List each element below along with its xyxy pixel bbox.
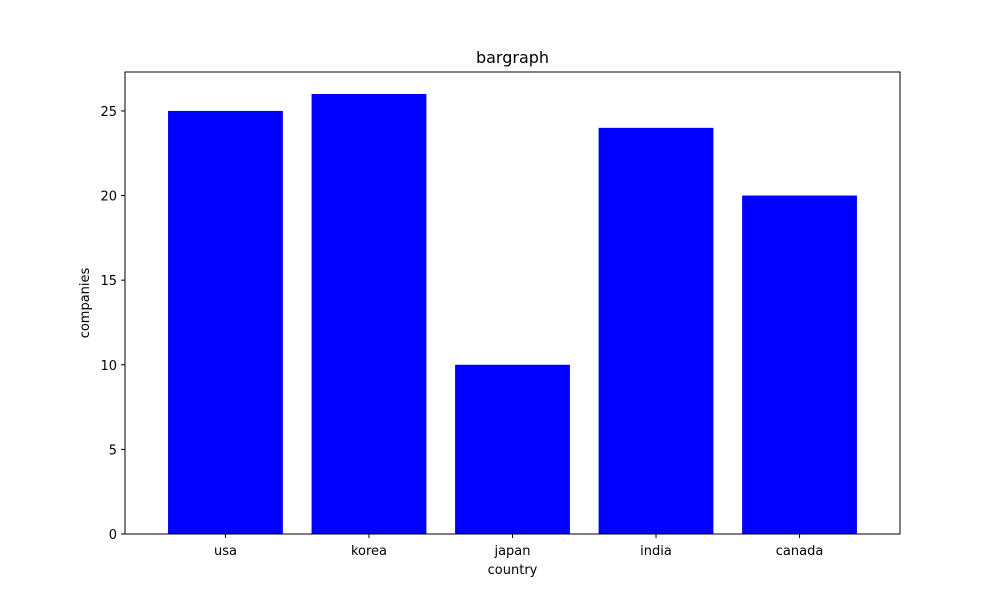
y-tick-label: 5: [109, 443, 117, 458]
x-axis-label: country: [488, 563, 538, 578]
bars-layer: [168, 94, 857, 535]
ticks-layer: usa korea japan india canada 0 5 10 15 20 25: [100, 105, 823, 559]
x-tick-label: canada: [776, 544, 824, 559]
bar-korea: [311, 94, 427, 534]
y-tick-label: 25: [100, 105, 117, 120]
chart-title: bargraph: [476, 48, 549, 67]
y-tick-label: 15: [100, 274, 117, 289]
y-tick-label: 10: [100, 359, 117, 374]
x-tick-label: korea: [351, 544, 387, 559]
bar-japan: [455, 364, 570, 534]
plot-frame: [124, 71, 901, 535]
bar-india: [598, 127, 714, 534]
y-tick-label: 0: [109, 528, 117, 543]
x-tick-label: india: [640, 544, 672, 559]
x-tick-label: usa: [214, 544, 237, 559]
y-tick-label: 20: [100, 190, 117, 205]
bar-usa: [168, 110, 283, 535]
y-axis-label: companies: [78, 267, 93, 338]
x-tick-label: japan: [493, 544, 530, 559]
bar-canada: [742, 195, 857, 535]
